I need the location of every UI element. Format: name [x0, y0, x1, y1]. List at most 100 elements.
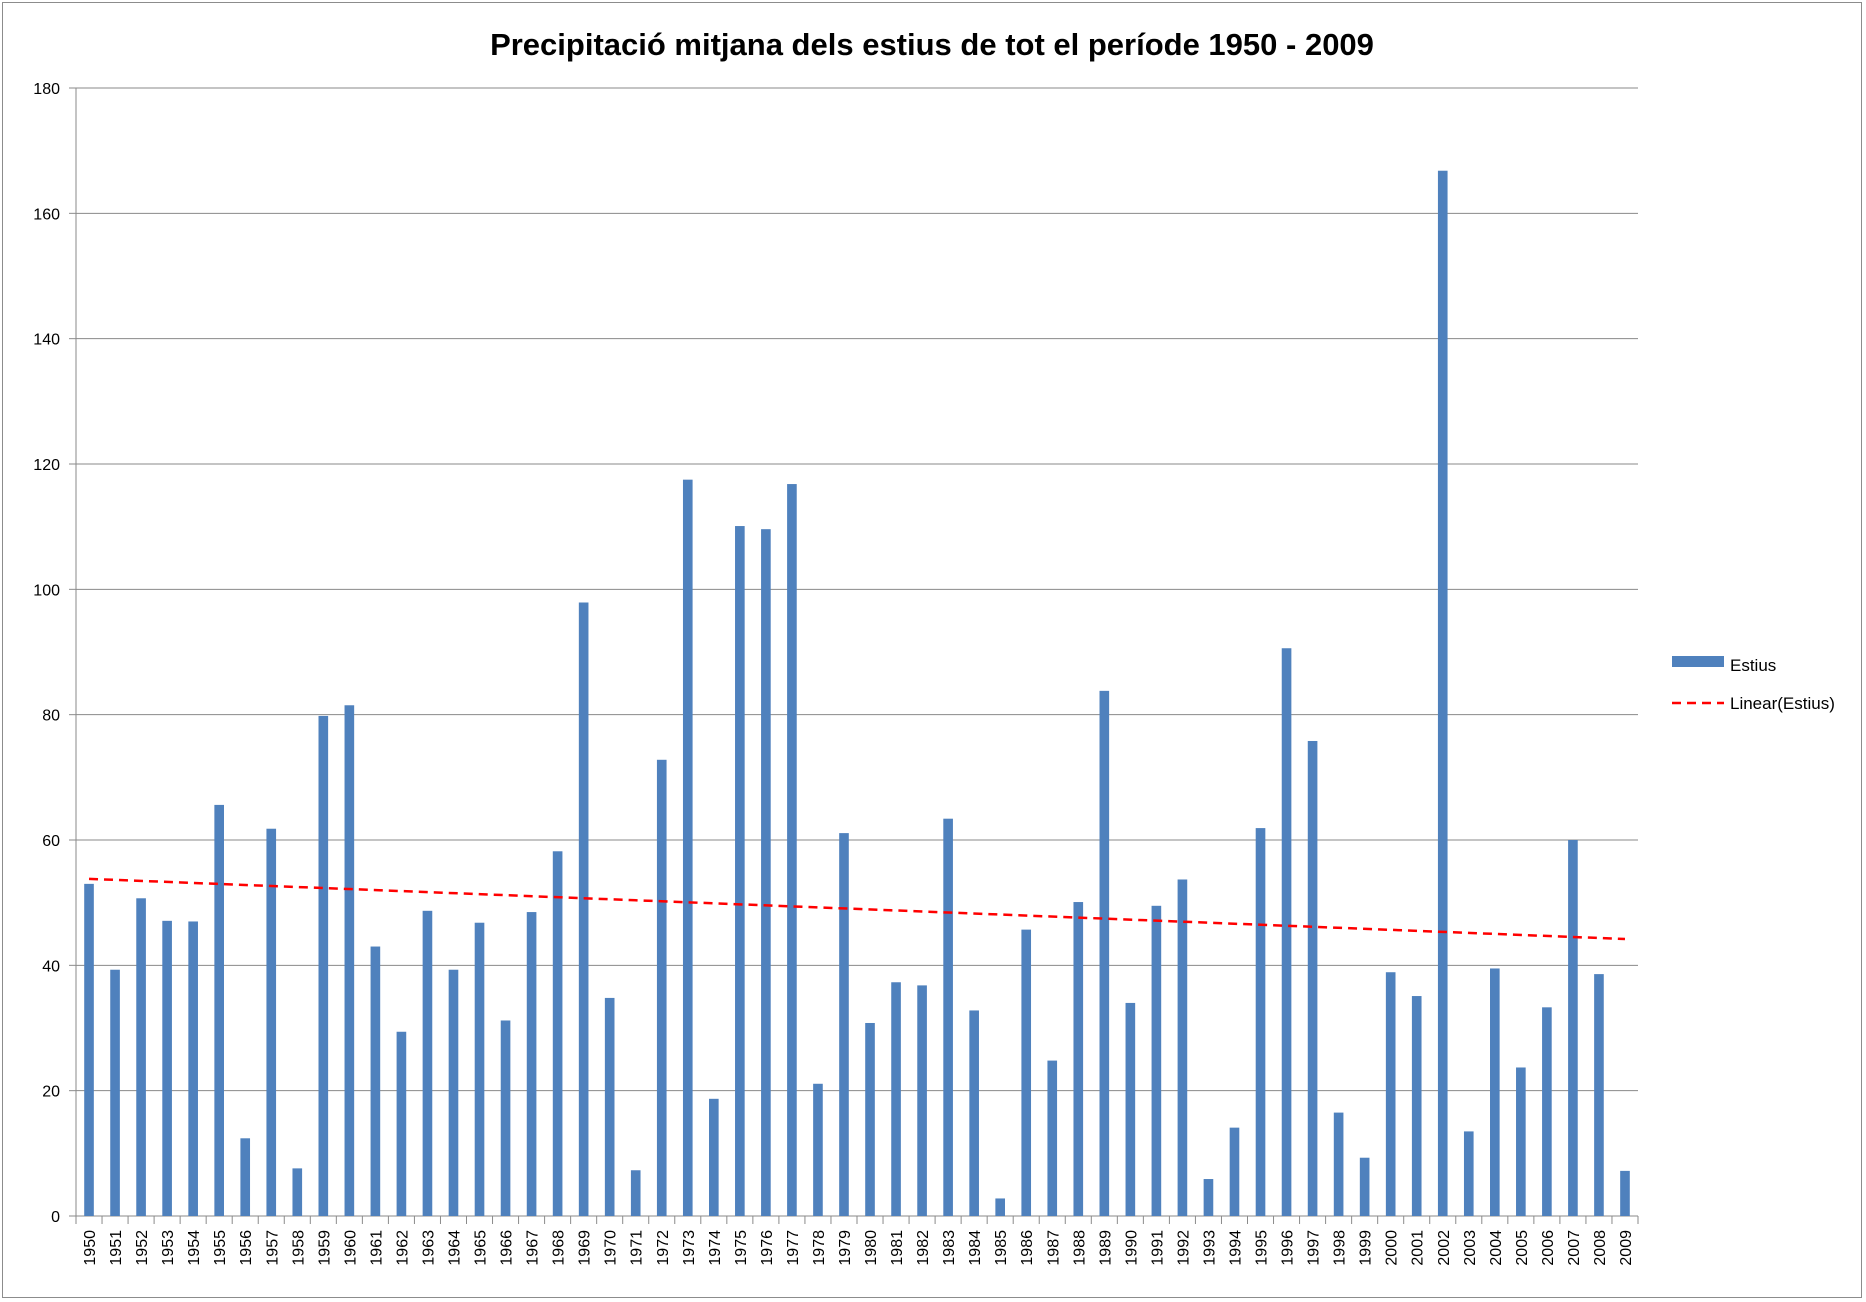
bar [188, 921, 198, 1216]
bar [891, 982, 901, 1216]
x-tick-label: 1986 [1019, 1230, 1036, 1266]
y-tick-label: 20 [42, 1084, 60, 1101]
bar [1203, 1179, 1214, 1216]
y-tick-label: 0 [51, 1209, 60, 1226]
x-tick-label: 1954 [186, 1230, 203, 1266]
x-tick-label: 1958 [290, 1230, 307, 1266]
bar [110, 969, 120, 1216]
y-tick-label: 80 [42, 708, 60, 725]
bar [1463, 1131, 1474, 1216]
y-tick-label: 60 [42, 833, 60, 850]
chart-title: Precipitació mitjana dels estius de tot … [490, 27, 1374, 62]
bar [943, 818, 953, 1216]
trendline [88, 877, 1626, 941]
bar [1307, 740, 1318, 1216]
bar [500, 1020, 511, 1216]
x-tick-label: 2008 [1592, 1230, 1609, 1266]
x-tick-label: 1970 [603, 1230, 620, 1266]
x-tick-label: 1985 [993, 1230, 1010, 1266]
bar [1542, 1007, 1552, 1216]
bar [318, 715, 329, 1216]
y-tick-label: 40 [42, 958, 60, 975]
x-tick-label: 1989 [1097, 1230, 1114, 1266]
bar [1047, 1060, 1058, 1216]
bar [735, 526, 745, 1216]
bar [1125, 1002, 1136, 1216]
bar [1359, 1157, 1370, 1216]
x-tick-label: 1974 [707, 1230, 724, 1266]
x-tick-label: 1975 [733, 1230, 750, 1266]
y-tick-label: 160 [33, 206, 60, 223]
x-tick-label: 1959 [316, 1230, 333, 1266]
bar [292, 1168, 303, 1216]
bar [630, 1170, 641, 1216]
bar [1516, 1067, 1526, 1216]
bar [396, 1031, 407, 1216]
x-tick-label: 2000 [1384, 1230, 1401, 1266]
x-tick-label: 1977 [785, 1230, 802, 1266]
y-tick-label: 120 [33, 457, 60, 474]
bar [1411, 996, 1422, 1216]
x-tick-label: 1998 [1332, 1230, 1349, 1266]
legend-swatch-estius [1672, 656, 1724, 667]
bar [969, 1010, 979, 1216]
bar [344, 705, 355, 1216]
x-tick-label: 1956 [238, 1230, 255, 1266]
bar [1229, 1127, 1240, 1216]
bar [422, 910, 433, 1216]
bar [1073, 902, 1084, 1216]
x-tick-label: 1950 [82, 1230, 99, 1266]
bar [709, 1098, 719, 1216]
x-tick-label: 1973 [681, 1230, 698, 1266]
x-tick-label: 1993 [1201, 1230, 1218, 1266]
x-tick-label: 1957 [264, 1230, 281, 1266]
x-tick-label: 1982 [915, 1230, 932, 1266]
bar [1151, 905, 1162, 1216]
bar [917, 985, 927, 1216]
x-tick-label: 1991 [1149, 1230, 1166, 1266]
y-tick-label: 180 [33, 81, 60, 98]
x-tick-label: 1968 [551, 1230, 568, 1266]
x-tick-label: 1983 [941, 1230, 958, 1266]
x-tick-label: 1997 [1306, 1230, 1323, 1266]
x-tick-label: 1995 [1254, 1230, 1271, 1266]
bar [1568, 840, 1578, 1216]
bar [1385, 972, 1396, 1216]
x-tick-label: 2004 [1488, 1230, 1505, 1266]
bar [84, 883, 94, 1216]
x-tick-label: 1963 [420, 1230, 437, 1266]
bar [604, 997, 615, 1216]
x-tick-label: 1960 [342, 1230, 359, 1266]
bar [1333, 1112, 1344, 1216]
bar [1177, 879, 1188, 1216]
x-tick-label: 2007 [1566, 1230, 1583, 1266]
x-tick-label: 1988 [1071, 1230, 1088, 1266]
bar [214, 804, 224, 1216]
x-tick-label: 1994 [1227, 1230, 1244, 1266]
x-tick-label: 2001 [1410, 1230, 1427, 1266]
x-tick-label: 1952 [134, 1230, 151, 1266]
bar [682, 479, 693, 1217]
x-tick-label: 1955 [212, 1230, 229, 1266]
legend-label-trendline: Linear(Estius) [1730, 694, 1835, 713]
bar [1099, 690, 1110, 1216]
x-tick-label: 1992 [1175, 1230, 1192, 1266]
legend-label-estius: Estius [1730, 656, 1776, 675]
x-tick-label: 2003 [1462, 1230, 1479, 1266]
bar [813, 1083, 823, 1216]
x-tick-label: 1969 [577, 1230, 594, 1266]
bar [266, 828, 277, 1216]
bar [240, 1138, 251, 1216]
x-tick-label: 1981 [889, 1230, 906, 1266]
x-tick-label: 1961 [368, 1230, 385, 1266]
x-tick-label: 1976 [759, 1230, 776, 1266]
x-tick-label: 2002 [1436, 1230, 1453, 1266]
x-tick-label: 1996 [1280, 1230, 1297, 1266]
bar [552, 851, 563, 1216]
bar [1437, 170, 1448, 1217]
x-tick-label: 1978 [811, 1230, 828, 1266]
x-tick-label: 1951 [108, 1230, 125, 1266]
bar [787, 484, 797, 1216]
x-tick-label: 1966 [499, 1230, 516, 1266]
